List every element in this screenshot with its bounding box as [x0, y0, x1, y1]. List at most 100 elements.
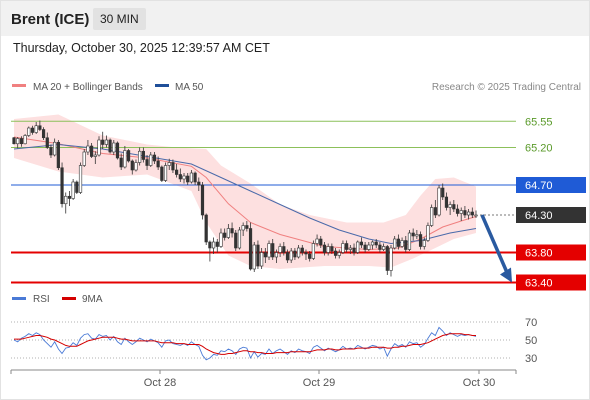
candle	[319, 236, 323, 248]
candle	[359, 237, 364, 248]
timeframe-badge[interactable]: 30 MIN	[93, 8, 146, 30]
candle-body	[359, 241, 364, 246]
candle	[308, 251, 312, 262]
candle	[444, 192, 449, 211]
candle-body	[156, 160, 160, 168]
x-tick-label: Oct 28	[144, 377, 176, 389]
candle-body	[267, 243, 271, 258]
candle-body	[278, 246, 282, 253]
candle	[182, 173, 186, 184]
candle	[49, 144, 53, 158]
rsi-tick-70: 70	[525, 317, 537, 329]
candle	[119, 153, 123, 170]
candle	[86, 140, 90, 155]
candle-body	[455, 208, 460, 214]
candle	[441, 183, 445, 200]
rsi-line	[13, 326, 477, 361]
candle-body	[223, 232, 227, 238]
candle-body	[467, 211, 471, 216]
candle-body	[82, 151, 86, 166]
candle-body	[93, 154, 97, 157]
candle-body	[138, 150, 142, 163]
candle-body	[407, 232, 412, 250]
candle	[455, 204, 460, 217]
candle-body	[126, 150, 131, 162]
candle-body	[130, 160, 134, 171]
chart-datetime: Thursday, October 30, 2025 12:39:57 AM C…	[13, 41, 270, 55]
candle	[467, 209, 471, 220]
candle-body	[404, 240, 408, 250]
candle-body	[67, 195, 72, 199]
candle-body	[104, 139, 108, 145]
candle-body	[333, 250, 338, 256]
candle	[304, 249, 308, 260]
candle-body	[381, 246, 386, 250]
chart-legend: MA 20 + Bollinger Bands MA 50 Research ©…	[12, 82, 581, 93]
candle-body	[308, 253, 312, 259]
candle-body	[474, 214, 478, 217]
candle	[115, 141, 120, 160]
rsi-legend-label: RSI	[33, 294, 50, 305]
candle	[315, 234, 319, 247]
candle	[64, 192, 68, 214]
candle-body	[23, 135, 27, 145]
candle-body	[56, 141, 60, 169]
candle	[211, 237, 216, 254]
price-levels	[11, 120, 516, 284]
candle-body	[326, 246, 330, 253]
candle-body	[75, 181, 79, 193]
candle-body	[300, 247, 304, 253]
candle	[271, 239, 275, 260]
candle-body	[27, 127, 31, 136]
candle-body	[337, 252, 341, 256]
candle-body	[234, 232, 238, 249]
candle	[223, 228, 227, 241]
candle	[256, 240, 260, 269]
candle-body	[90, 145, 94, 157]
candle	[248, 222, 253, 271]
candle-body	[49, 147, 53, 156]
candle-body	[426, 225, 430, 241]
candle-body	[160, 166, 164, 181]
candle-body	[322, 244, 327, 253]
candle-body	[385, 246, 389, 271]
candle	[16, 137, 20, 149]
candle	[56, 140, 60, 170]
candle	[186, 173, 190, 185]
candle	[19, 136, 23, 147]
candle	[345, 240, 349, 253]
candle	[356, 240, 360, 254]
candle	[38, 120, 42, 131]
candle	[330, 243, 334, 254]
candle-body	[197, 181, 201, 186]
candle-body	[186, 175, 190, 183]
candle	[333, 248, 338, 259]
level-tag-64-30	[516, 207, 586, 223]
candle	[252, 242, 256, 272]
candle	[352, 243, 356, 256]
candles	[12, 120, 478, 277]
x-tick-label: Oct 29	[303, 377, 335, 389]
candle	[363, 242, 367, 253]
candle	[30, 125, 35, 135]
candle-body	[470, 211, 474, 216]
candle-body	[463, 210, 467, 216]
candle-body	[175, 169, 179, 175]
candle-body	[341, 243, 345, 253]
candle	[411, 228, 415, 241]
candle-body	[348, 247, 352, 250]
candle	[337, 249, 341, 259]
candle-body	[330, 246, 334, 252]
candle	[23, 134, 27, 145]
candle	[156, 156, 160, 170]
level-tag-63-40	[516, 274, 586, 291]
candle-body	[396, 238, 400, 247]
level-label-65-20: 65.20	[525, 143, 553, 155]
candle	[278, 243, 282, 257]
candle-body	[400, 240, 404, 247]
candle-body	[393, 238, 397, 249]
x-axis: Oct 28 Oct 29 Oct 30	[10, 369, 517, 389]
candle	[389, 245, 393, 277]
candle-body	[60, 167, 64, 205]
